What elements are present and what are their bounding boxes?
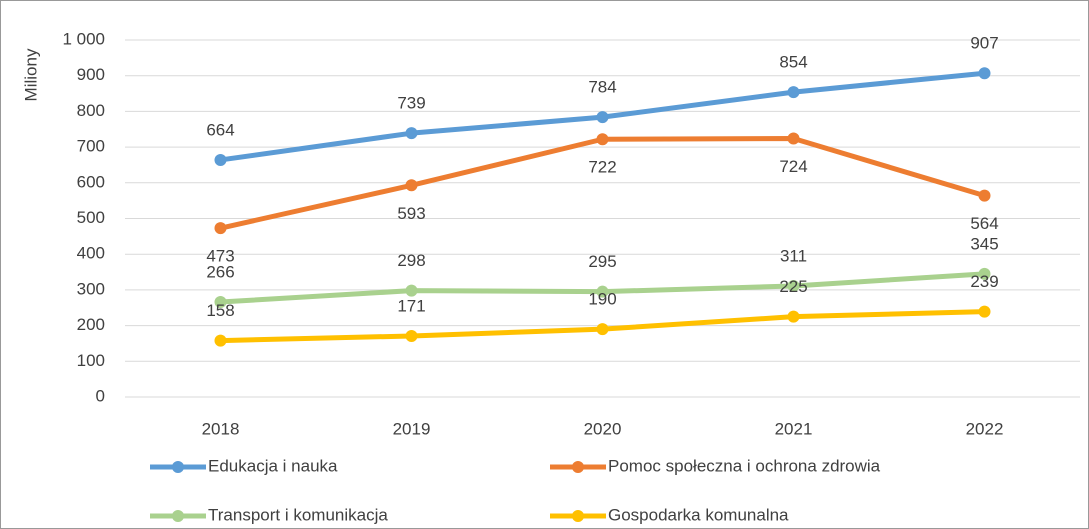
- data-label: 295: [588, 252, 616, 271]
- data-label: 784: [588, 78, 616, 97]
- data-point: [596, 111, 609, 124]
- y-tick-label: 400: [77, 244, 105, 263]
- data-label: 664: [206, 120, 234, 139]
- data-point: [978, 189, 991, 202]
- data-point: [405, 179, 418, 192]
- legend-marker: [572, 461, 584, 473]
- legend-marker: [572, 510, 584, 522]
- data-point: [405, 284, 418, 297]
- x-tick-label: 2018: [202, 419, 240, 438]
- data-point: [214, 334, 227, 347]
- y-tick-label: 100: [77, 351, 105, 370]
- y-tick-label: 1 000: [62, 29, 105, 48]
- data-point: [787, 132, 800, 145]
- data-label: 225: [779, 277, 807, 296]
- data-point: [787, 279, 800, 292]
- data-label: 907: [970, 34, 998, 53]
- data-label: 722: [588, 158, 616, 177]
- data-point: [978, 67, 991, 80]
- x-tick-label: 2019: [393, 419, 431, 438]
- data-label: 298: [397, 251, 425, 270]
- data-point: [596, 323, 609, 336]
- y-tick-label: 200: [77, 315, 105, 334]
- legend-label: Edukacja i nauka: [208, 456, 338, 475]
- y-axis-label: Miliony: [21, 48, 40, 101]
- data-point: [405, 329, 418, 342]
- data-point: [978, 305, 991, 318]
- data-label: 593: [397, 204, 425, 223]
- legend-marker: [172, 510, 184, 522]
- x-tick-label: 2022: [966, 419, 1004, 438]
- data-point: [214, 296, 227, 309]
- data-point: [214, 222, 227, 235]
- data-label: 564: [970, 214, 998, 233]
- data-point: [596, 285, 609, 298]
- data-label: 473: [206, 247, 234, 266]
- legend-label: Pomoc społeczna i ochrona zdrowia: [608, 456, 881, 475]
- data-point: [214, 153, 227, 166]
- y-tick-label: 0: [96, 386, 105, 405]
- data-label: 266: [206, 263, 234, 282]
- y-tick-label: 900: [77, 65, 105, 84]
- data-label: 854: [779, 53, 807, 72]
- legend-label: Transport i komunikacja: [208, 505, 388, 524]
- y-tick-label: 300: [77, 279, 105, 298]
- data-label: 239: [970, 272, 998, 291]
- legend-marker: [172, 461, 184, 473]
- data-point: [405, 127, 418, 140]
- data-point: [787, 86, 800, 99]
- data-label: 739: [397, 94, 425, 113]
- x-tick-label: 2020: [584, 419, 622, 438]
- data-label: 171: [397, 296, 425, 315]
- data-label: 724: [779, 157, 807, 176]
- y-tick-label: 600: [77, 172, 105, 191]
- data-point: [978, 267, 991, 280]
- y-tick-label: 700: [77, 137, 105, 156]
- data-label: 311: [780, 246, 807, 265]
- data-label: 190: [588, 290, 616, 309]
- legend-label: Gospodarka komunalna: [608, 505, 789, 524]
- data-point: [787, 310, 800, 323]
- y-tick-label: 500: [77, 208, 105, 227]
- x-tick-label: 2021: [775, 419, 813, 438]
- data-label: 345: [970, 234, 998, 253]
- data-label: 158: [206, 301, 234, 320]
- data-point: [596, 133, 609, 146]
- y-tick-label: 800: [77, 101, 105, 120]
